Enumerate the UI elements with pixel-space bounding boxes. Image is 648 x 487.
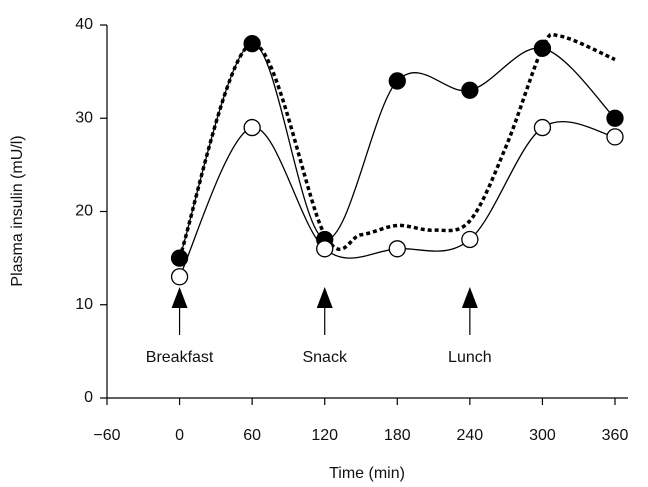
y-tick-label: 0 [84, 389, 93, 406]
y-axis-label: Plasma insulin (mU/l) [9, 135, 26, 286]
x-tick-label: −60 [93, 427, 120, 444]
arrow-head [171, 287, 188, 308]
annotation: Snack [302, 349, 347, 366]
x-tick-label: 0 [175, 427, 184, 444]
open-marker [170, 268, 189, 286]
y-tick-label: 40 [75, 16, 93, 33]
open-marker [243, 118, 261, 137]
x-tick-label: 180 [384, 427, 411, 444]
filled-marker [243, 35, 261, 53]
filled-marker [170, 249, 189, 267]
x-tick-label: 300 [529, 427, 556, 444]
x-tick-label: 60 [243, 427, 261, 444]
filled-marker [606, 109, 624, 127]
open-marker [606, 128, 624, 146]
annotation: Lunch [448, 349, 492, 366]
arrow-head [461, 287, 478, 308]
x-axis-label: Time (min) [329, 465, 405, 482]
open-marker [461, 230, 479, 249]
open-marker [316, 240, 334, 258]
annotation: Breakfast [146, 349, 214, 366]
y-tick-label: 30 [75, 109, 93, 126]
y-tick-label: 20 [75, 203, 93, 220]
y-tick-label: 10 [75, 296, 93, 313]
open-marker [533, 118, 552, 137]
filled-marker [388, 72, 406, 90]
x-tick-label: 120 [311, 427, 338, 444]
arrow-head [316, 287, 333, 308]
filled-marker [461, 81, 479, 99]
open-marker [388, 240, 406, 258]
x-tick-label: 360 [602, 427, 629, 444]
x-tick-label: 240 [457, 427, 484, 444]
dotted-line [177, 32, 616, 259]
filled-marker [533, 39, 552, 57]
